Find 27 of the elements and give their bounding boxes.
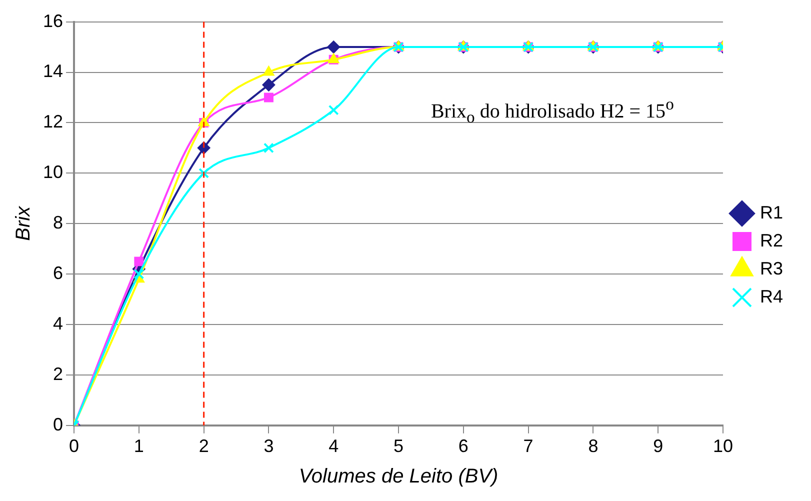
x-tick-label: 6 <box>458 436 468 456</box>
y-tick-label: 14 <box>42 61 64 82</box>
legend-label: R3 <box>760 258 784 278</box>
x-tick-label: 5 <box>394 436 404 456</box>
y-tick-label: 12 <box>42 112 64 132</box>
y-tick-label: 10 <box>42 162 64 182</box>
annotation: Brix$_{o}$ do hidrolisado H2 = 15$^{o}$ <box>430 94 674 127</box>
y-axis-title: Brix <box>12 205 35 241</box>
x-tick-label: 9 <box>653 436 664 456</box>
y-tick-label: 0 <box>53 414 64 434</box>
legend-label: R4 <box>760 286 784 306</box>
y-tick-label: 8 <box>53 212 64 233</box>
x-tick-label: 4 <box>328 436 339 456</box>
y-tick-label: 16 <box>42 10 64 31</box>
x-axis-title: Volumes de Leito (BV) <box>298 466 498 488</box>
legend-label: R1 <box>760 202 784 222</box>
y-tick-label: 2 <box>53 364 64 384</box>
x-tick-label: 8 <box>588 436 598 456</box>
x-tick-label: 1 <box>134 436 144 456</box>
x-tick-label: 0 <box>69 436 80 456</box>
x-tick-label: 2 <box>198 436 209 456</box>
y-tick-label: 6 <box>53 263 64 284</box>
legend-label: R2 <box>760 230 784 250</box>
x-tick-label: 7 <box>523 436 534 456</box>
y-tick-label: 4 <box>53 313 64 334</box>
x-tick-label: 10 <box>712 436 734 456</box>
x-tick-label: 3 <box>264 436 274 456</box>
